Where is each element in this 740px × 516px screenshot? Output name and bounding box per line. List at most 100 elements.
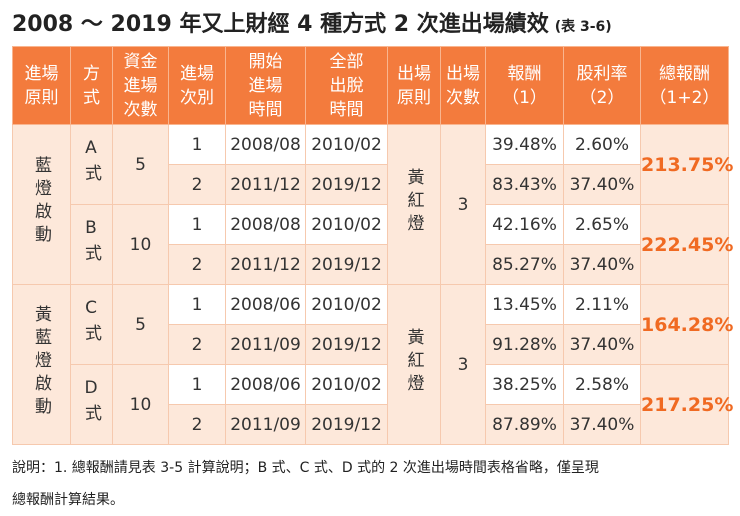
header-cell: 全部 出脫 時間 [305,46,388,125]
header-line: 進場 [24,63,59,84]
end-date-text: 2010/02 [311,134,382,155]
start-date: 2008/06 [225,364,306,405]
title-note: (表 3-6) [554,19,612,35]
start-date: 2008/06 [225,284,306,325]
exit-count-text: 3 [457,194,469,215]
entry-principle-text: 藍燈啟動 [31,156,51,248]
entry-principle-text: 黃藍燈啟動 [31,304,51,420]
return: 42.16% [485,204,564,245]
entry-no: 2 [168,404,226,445]
method-text: C式 [81,297,101,347]
notes: 說明：1. 總報酬請見表 3-5 計算說明；B 式、C 式、D 式的 2 次進出… [12,452,599,516]
dividend-text: 37.40% [569,414,635,435]
header-line: 時間 [329,99,364,120]
entry-no-text: 1 [191,134,203,155]
capital-count-text: 10 [129,394,152,415]
capital-count: 10 [112,364,169,445]
dividend-text: 2.65% [574,214,629,235]
header-cell: 方式 [70,46,113,125]
return-text: 91.28% [492,334,557,355]
entry-no: 1 [168,284,226,325]
header-cell: 出場 次數 [440,46,486,125]
entry-no-text: 1 [191,214,203,235]
method: A式 [70,124,113,205]
row: D式 10 1 2008/06 2010/02 38.25% 2.58% 217.25% [13,364,733,445]
end-date-text: 2019/12 [311,414,382,435]
table: 進場 原則方式資金 進場 次數 進場 次別 開始 進場 時間 全部 出脫 時間 出場 原則 出場 次數 報酬 （1… [12,46,733,445]
dividend: 37.40% [563,404,641,445]
header-line: 次別 [180,87,214,108]
method-text: D式 [81,377,101,427]
header-line: 時間 [248,99,283,120]
header-line: 股利率 [576,63,628,84]
start-date-text: 2011/12 [230,174,301,195]
header-line: 開始 [248,51,283,72]
entry-no: 1 [168,364,226,405]
table-body: 藍燈啟動 A式 5 1 2008/08 2010/02 黃紅燈 3 39.48% 2.60% 213… [12,124,733,445]
header-line: 出場 [446,63,480,84]
total-return-text: 164.28% [641,313,734,336]
exit-count: 3 [440,284,486,445]
return: 83.43% [485,164,564,205]
header-line: 出場 [397,63,431,84]
header-line: 進場 [248,75,283,96]
total-return-text: 217.25% [641,393,734,416]
start-date: 2008/08 [225,124,306,165]
method-text: A式 [81,137,101,187]
row: 2 2011/09 2019/12 87.89% 37.40% [13,404,729,445]
header-cell: 進場 原則 [12,46,71,125]
dividend: 2.60% [563,124,641,165]
total-return-text: 222.45% [641,233,734,256]
dividend: 2.58% [563,364,641,405]
start-date: 2011/09 [225,404,306,445]
dividend-text: 2.60% [574,134,629,155]
header-cell: 報酬 （1） [485,46,564,125]
end-date-text: 2010/02 [311,214,382,235]
header-line: 方 [83,63,100,84]
end-date-text: 2010/02 [311,374,382,395]
total-return: 222.45% [640,204,733,285]
return: 85.27% [485,244,564,285]
end-date: 2010/02 [305,364,388,405]
total-return: 217.25% [640,364,733,445]
capital-count-text: 5 [135,314,146,335]
dividend-text: 37.40% [569,254,635,275]
exit-principle: 黃紅燈 [387,124,441,285]
method: B式 [70,204,113,285]
end-date: 2019/12 [305,244,388,285]
header-cell: 開始 進場 時間 [225,46,306,125]
end-date: 2019/12 [305,404,388,445]
exit-count-text: 3 [457,354,469,375]
end-date-text: 2019/12 [311,254,382,275]
title-text: 2008 ～ 2019 年又上財經 4 種方式 2 次進出場績效 [12,12,549,37]
start-date: 2011/12 [225,244,306,285]
total-return: 164.28% [640,284,733,365]
return: 13.45% [485,284,564,325]
header-line: 次數 [446,87,480,108]
dividend: 2.11% [563,284,641,325]
header-cell: 資金 進場 次數 [112,46,169,125]
dividend-text: 37.40% [569,334,635,355]
row: 黃藍燈啟動 C式 5 1 2008/06 2010/02 黃紅燈 3 13.45% 2.11% 16… [12,284,733,445]
start-date-text: 2008/06 [230,294,301,315]
start-date-text: 2008/08 [230,214,301,235]
end-date: 2010/02 [305,204,388,245]
end-date-text: 2019/12 [311,174,382,195]
end-date: 2019/12 [305,324,388,365]
header-line: 原則 [397,87,431,108]
total-return-text: 213.75% [641,153,734,176]
dividend: 37.40% [563,244,641,285]
entry-no: 1 [168,204,226,245]
header-line: 總報酬 [659,63,710,84]
dividend-text: 37.40% [569,174,635,195]
header-line: 進場 [123,75,158,96]
entry-no-text: 2 [191,254,203,275]
header-line: （1+2） [649,87,720,108]
header-row: 進場 原則方式資金 進場 次數 進場 次別 開始 進場 時間 全部 出脫 時間 出場 原則 出場 次數 報酬 （1… [12,46,729,125]
header-line: 全部 [329,51,364,72]
method: D式 [70,364,113,445]
exit-count: 3 [440,124,486,285]
entry-no-text: 1 [191,374,203,395]
return-text: 38.25% [492,374,557,395]
